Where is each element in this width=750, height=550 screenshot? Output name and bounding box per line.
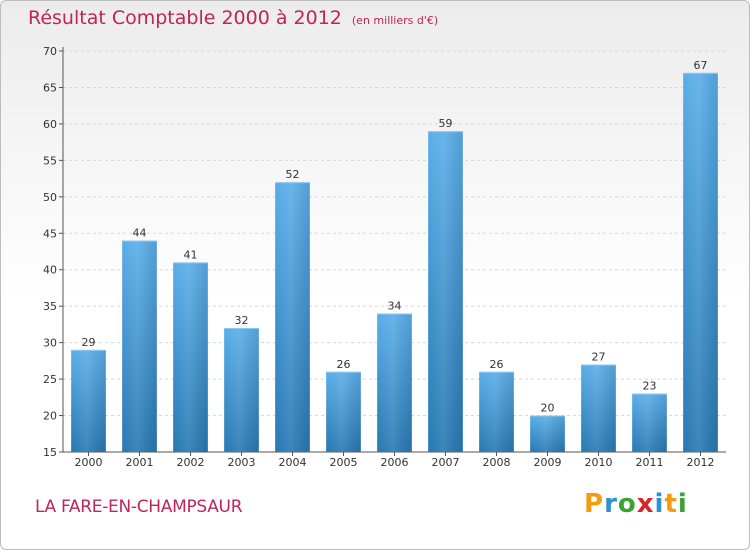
x-tick-label-2006: 2006 <box>381 456 409 469</box>
data-label-2005: 26 <box>337 358 351 371</box>
bar-shine-2001 <box>122 240 157 452</box>
x-tick-label-2011: 2011 <box>636 456 664 469</box>
x-tick-label-2002: 2002 <box>177 456 205 469</box>
logo-letter: t <box>664 489 678 519</box>
data-label-2007: 59 <box>439 117 453 130</box>
data-label-2008: 26 <box>490 358 504 371</box>
logo-letter: P <box>584 489 605 519</box>
chart-subtitle: (en milliers d'€) <box>351 14 439 27</box>
x-tick-label-2009: 2009 <box>534 456 562 469</box>
logo-letter: r <box>604 489 618 519</box>
bar-shine-2012 <box>683 72 718 452</box>
x-tick-label-2007: 2007 <box>432 456 460 469</box>
y-tick-label: 65 <box>43 81 57 94</box>
bar-shine-2003 <box>224 328 259 452</box>
y-tick-label: 55 <box>43 154 57 167</box>
data-label-2012: 67 <box>694 59 708 72</box>
proxiti-logo: Proxiti <box>584 489 688 519</box>
bar-shine-2005 <box>326 371 361 452</box>
data-label-2000: 29 <box>82 336 96 349</box>
data-label-2006: 34 <box>388 299 402 312</box>
y-tick-label: 25 <box>43 373 57 386</box>
y-tick-label: 40 <box>43 264 57 277</box>
y-tick-label: 60 <box>43 118 57 131</box>
data-label-2001: 44 <box>133 227 147 240</box>
data-label-2002: 41 <box>184 248 198 261</box>
bar-shine-2007 <box>428 131 463 452</box>
data-label-2010: 27 <box>592 351 606 364</box>
data-label-2009: 20 <box>541 402 555 415</box>
bar-shine-2009 <box>530 415 565 452</box>
bar-shine-2008 <box>479 371 514 452</box>
logo-letter: x <box>636 489 655 519</box>
data-label-2003: 32 <box>235 314 249 327</box>
x-tick-label-2005: 2005 <box>330 456 358 469</box>
x-tick-label-2001: 2001 <box>126 456 154 469</box>
bar-shine-2011 <box>632 393 667 452</box>
y-tick-label: 30 <box>43 337 57 350</box>
y-tick-label: 20 <box>43 410 57 423</box>
chart-title-text: Résultat Comptable 2000 à 2012 <box>28 7 342 29</box>
y-tick-label: 70 <box>43 45 57 58</box>
logo-letter: i <box>654 489 665 519</box>
y-tick-label: 35 <box>43 300 57 313</box>
y-tick-label: 15 <box>43 446 57 459</box>
bar-shine-2004 <box>275 182 310 452</box>
commune-name: LA FARE-EN-CHAMPSAUR <box>35 497 243 517</box>
bar-shine-2002 <box>173 262 208 452</box>
logo-letter: o <box>617 489 637 519</box>
x-tick-label-2012: 2012 <box>687 456 715 469</box>
x-tick-label-2004: 2004 <box>279 456 307 469</box>
x-tick-label-2008: 2008 <box>483 456 511 469</box>
data-label-2004: 52 <box>286 168 300 181</box>
logo-letter: i <box>677 489 688 519</box>
bar-shine-2006 <box>377 313 412 452</box>
chart-title: Résultat Comptable 2000 à 2012 (en millie… <box>28 7 438 29</box>
x-tick-label-2003: 2003 <box>228 456 256 469</box>
y-tick-label: 45 <box>43 227 57 240</box>
y-tick-label: 50 <box>43 191 57 204</box>
bar-shine-2000 <box>71 349 106 452</box>
bar-shine-2010 <box>581 364 616 452</box>
data-label-2011: 23 <box>643 380 657 393</box>
x-tick-label-2000: 2000 <box>75 456 103 469</box>
x-tick-label-2010: 2010 <box>585 456 613 469</box>
